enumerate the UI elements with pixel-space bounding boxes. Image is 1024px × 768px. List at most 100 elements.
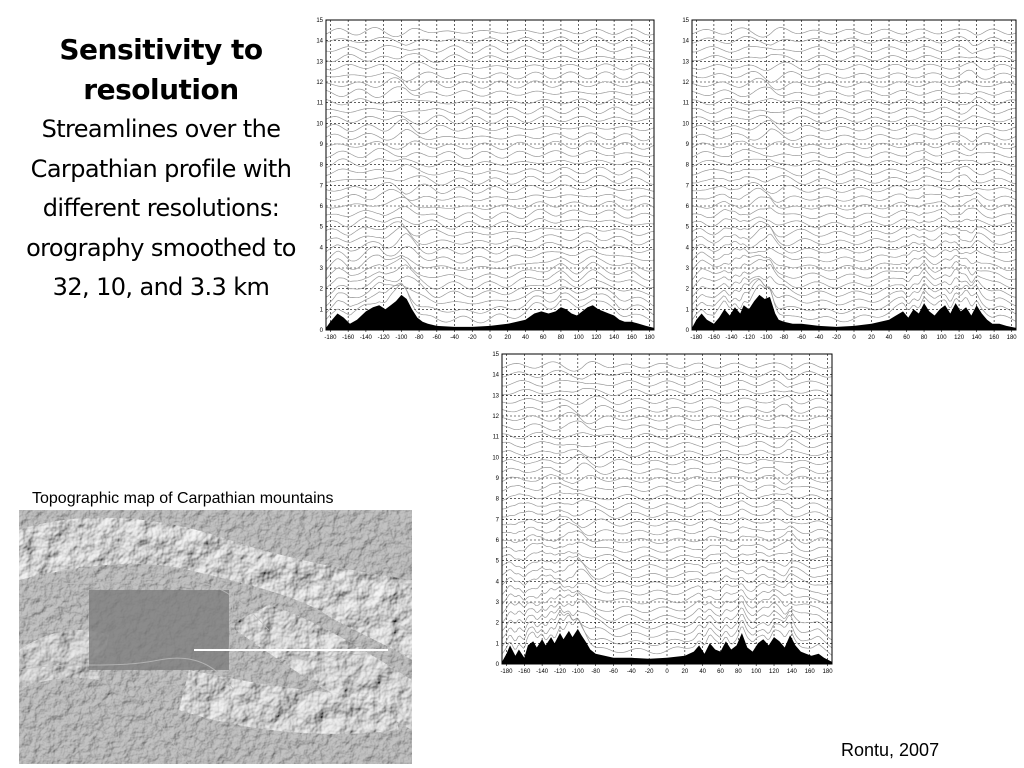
slide-title: Sensitivity to resolution [59,33,263,106]
subtitle-line: Streamlines over the [41,115,281,143]
x-tick-label: -80 [415,335,424,341]
streamline [325,53,655,64]
streamline [501,559,832,580]
x-tick-label: 20 [868,335,875,341]
y-tick-label: 14 [316,39,323,45]
x-tick-label: 60 [717,669,724,675]
streamline [325,106,655,115]
streamline [501,411,833,425]
y-tick-label: 9 [686,142,690,148]
x-tick-label: -140 [725,335,738,341]
y-tick-label: 12 [492,414,499,420]
x-tick-label: -100 [572,669,585,675]
streamline [691,54,1017,62]
streamline [501,420,833,431]
streamline [501,482,833,492]
subtitle-line: 32, 10, and 3.3 km [52,273,270,301]
streamline [325,114,655,125]
streamline [325,158,654,168]
x-tick-label: 40 [699,669,706,675]
streamline [325,275,655,299]
streamline [692,196,1017,211]
x-tick-label: -40 [627,669,636,675]
y-tick-label: 11 [683,101,690,107]
streamline [501,431,833,440]
x-tick-label: -180 [324,335,337,341]
streamlines [501,361,833,656]
y-tick-label: 5 [686,225,690,231]
y-tick-label: 1 [686,307,690,313]
streamline [501,449,833,459]
x-tick-label: -180 [690,335,703,341]
subtitle-line: different resolutions: [42,194,280,222]
streamline [691,279,1017,315]
x-tick-label: -80 [591,669,600,675]
streamline [501,592,833,615]
y-tick-label: 6 [496,538,500,544]
gridlines [692,19,1016,331]
streamline [325,221,655,237]
orography-profile [692,294,1016,330]
x-tick-label: -20 [645,669,654,675]
y-tick-label: 11 [493,435,500,441]
x-tick-label: -120 [743,335,756,341]
x-tick-label: 100 [751,669,762,675]
streamline [501,515,833,529]
streamline [325,45,655,54]
y-tick-label: 7 [320,183,324,189]
x-tick-label: -20 [832,335,841,341]
streamline [325,129,655,142]
streamline-plot-svg: -180 -160 -140 -120 -100 -80 -60 -40 -20 0 20 40 60 8… [492,352,833,675]
y-tick-label: 8 [320,163,324,169]
streamline [691,225,1017,247]
streamline [691,45,1017,54]
x-tick-label: -40 [450,335,459,341]
streamline [325,226,655,246]
streamline-plot-3-3km: -180 -160 -140 -120 -100 -80 -60 -40 -20 0 20 40 60 8… [486,348,840,678]
streamline [501,580,833,596]
y-tick-label: 8 [496,497,500,503]
y-tick-label: 2 [320,287,324,293]
streamline [691,61,1017,72]
x-tick-label: 20 [681,669,688,675]
x-tick-label: -120 [554,669,567,675]
streamline [501,550,833,562]
x-tick-label: -80 [780,335,789,341]
y-tick-label: 5 [320,225,324,231]
y-tick-label: 2 [496,621,500,627]
streamline [691,207,1017,220]
x-tick-label: 80 [921,335,928,341]
x-tick-label: 20 [504,335,511,341]
streamline [691,258,1017,281]
x-tick-label: 160 [989,335,1000,341]
streamline [691,275,1017,298]
streamline [325,206,655,220]
x-tick-label: 180 [645,335,656,341]
streamline [501,388,833,396]
streamline [501,611,833,641]
streamline [691,278,1017,307]
orography-profile [326,294,654,330]
streamline [501,369,833,380]
y-tick-label: 4 [686,245,690,251]
y-tick-label: 3 [686,266,690,272]
y-tick-label: 10 [316,121,323,127]
streamline [325,245,655,264]
streamline [501,556,833,571]
streamline [325,98,655,106]
streamline [501,499,833,511]
streamline [501,361,833,372]
x-tick-label: 140 [609,335,620,341]
x-tick-label: 140 [787,669,798,675]
y-tick-label: 6 [320,204,324,210]
y-tick-label: 15 [316,18,323,24]
streamline [691,27,1017,38]
streamline [501,474,833,485]
y-tick-label: 8 [686,163,690,169]
streamlines [325,27,655,324]
streamline [325,71,655,82]
streamline [691,174,1017,185]
streamline [691,216,1017,229]
plot-frame [691,19,1017,331]
streamline [691,115,1017,125]
